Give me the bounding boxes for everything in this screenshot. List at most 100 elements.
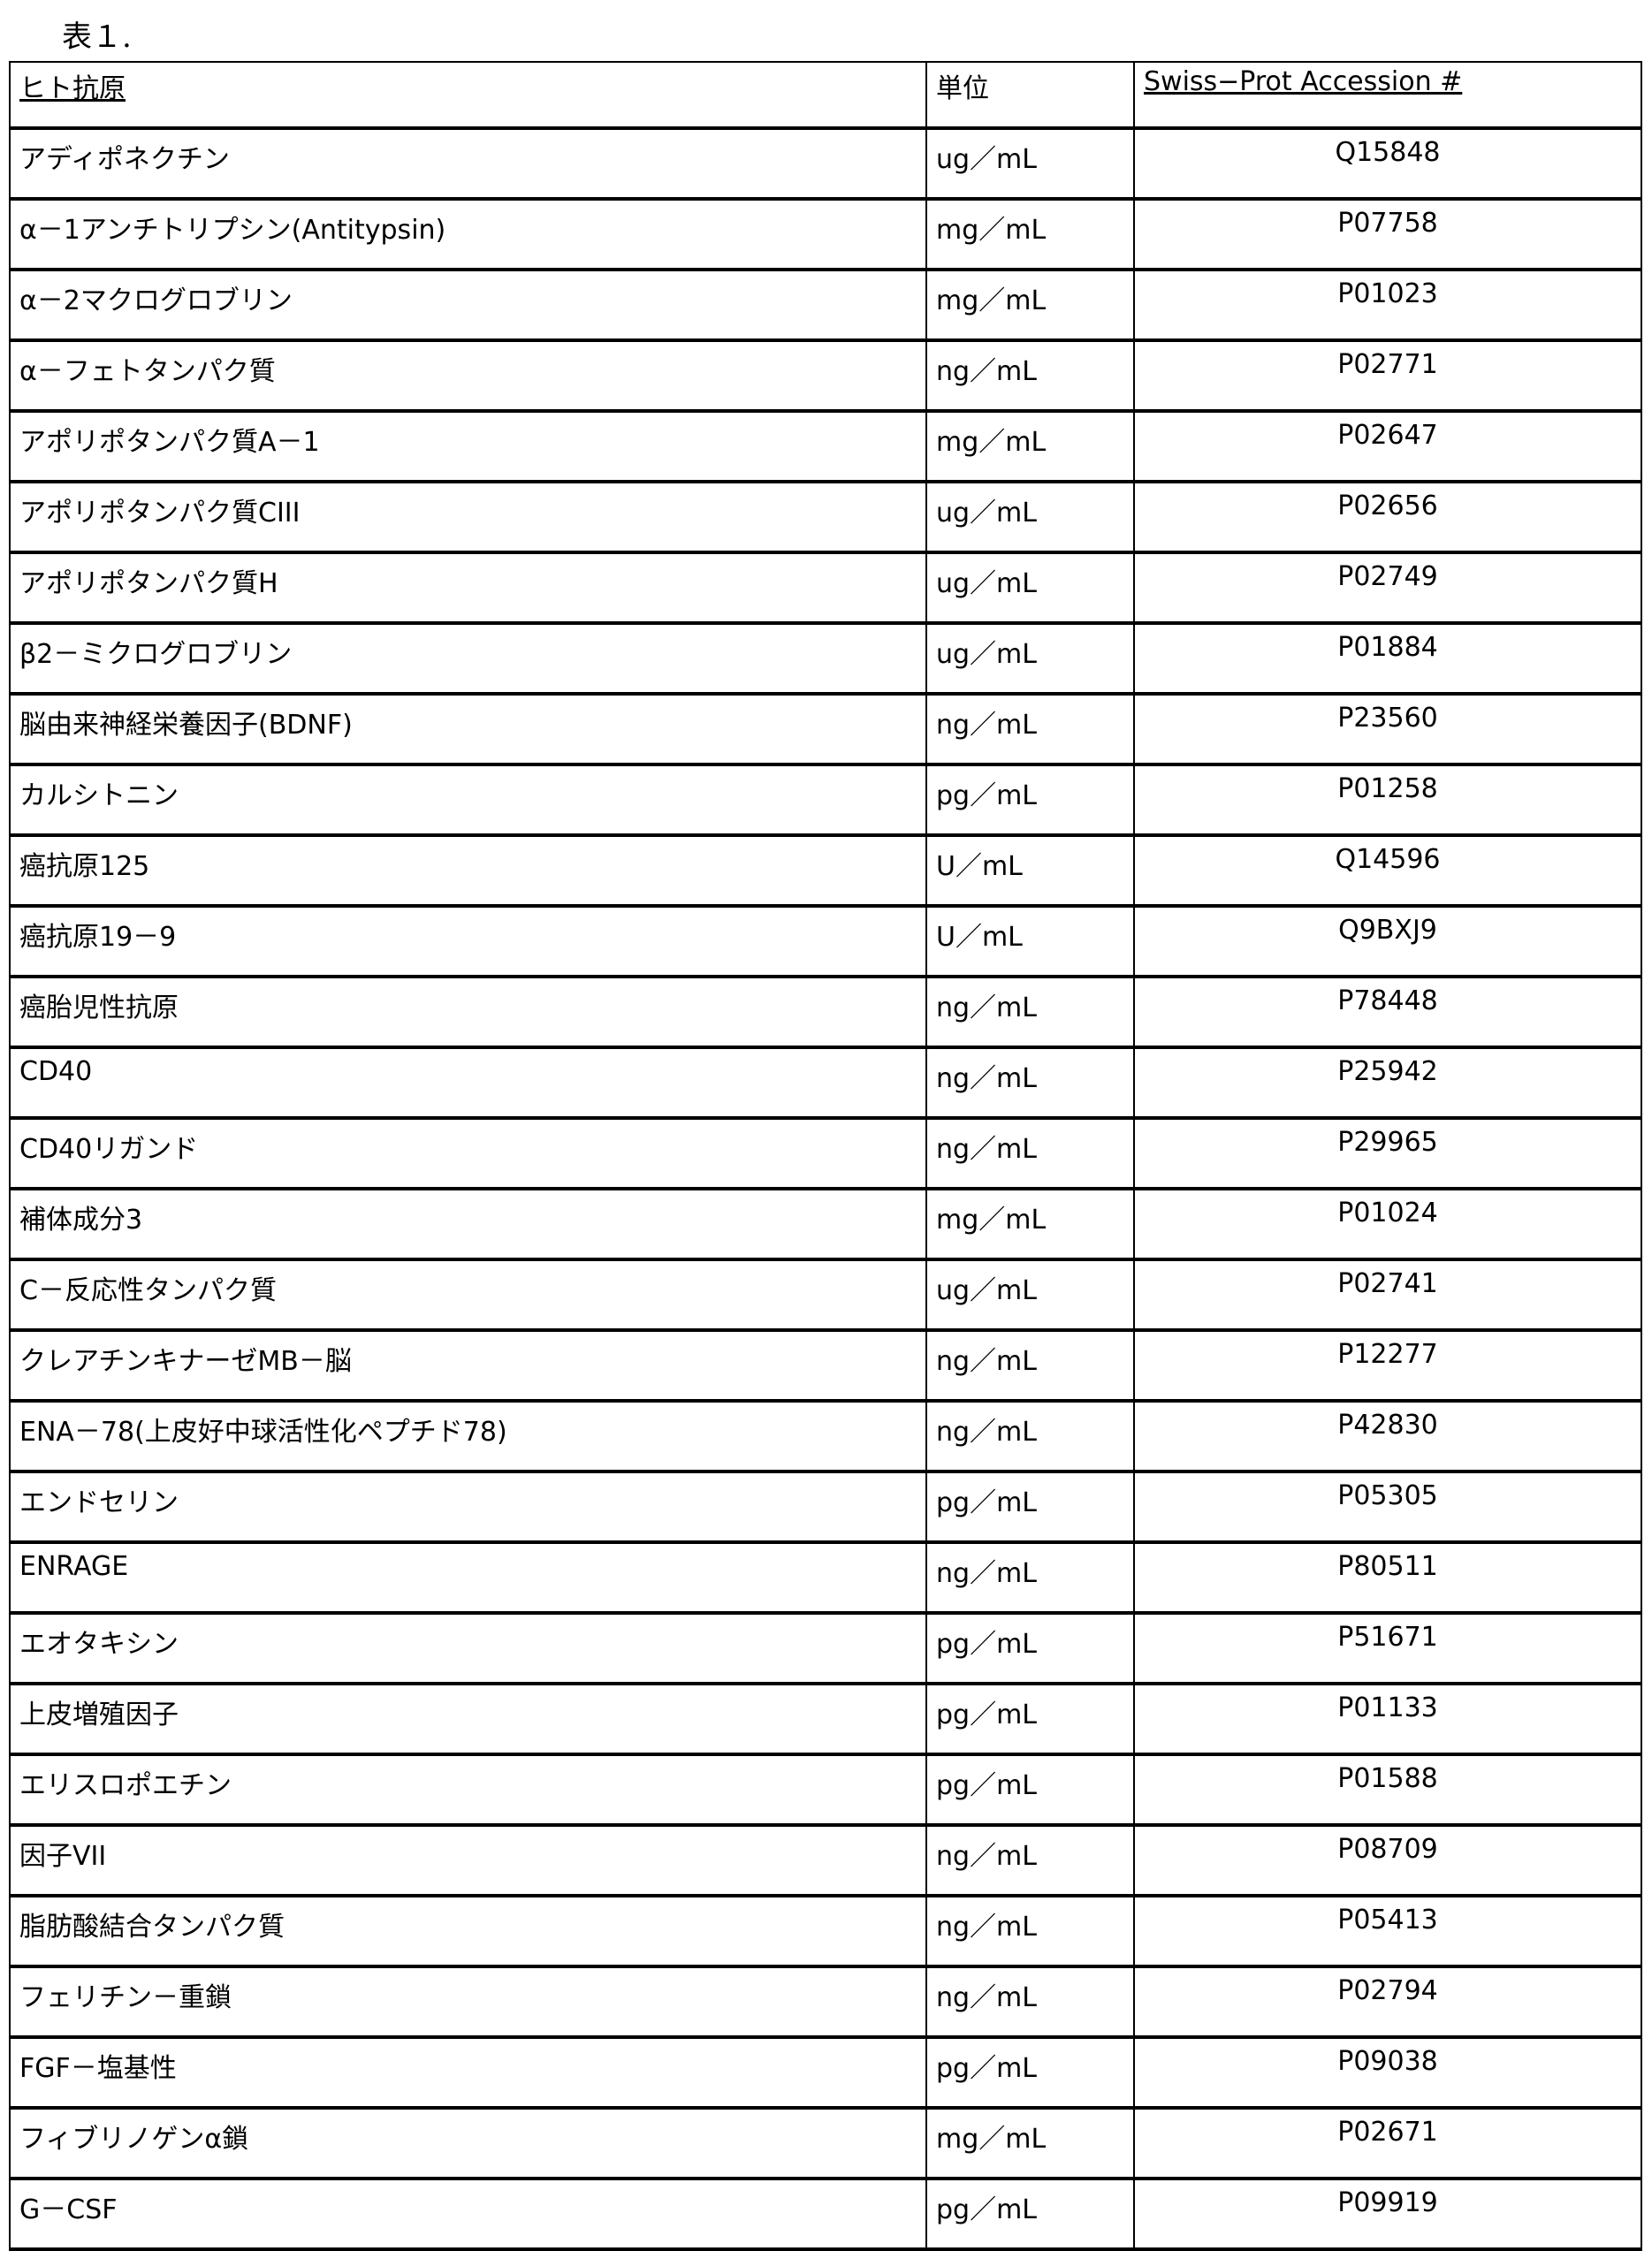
table-row: β2－ミクログロブリンug／mLP01884: [10, 623, 1641, 694]
unit-cell: ug／mL: [926, 482, 1134, 552]
accession-cell: P07758: [1134, 199, 1641, 270]
accession-cell: P09919: [1134, 2179, 1641, 2249]
unit-cell: pg／mL: [926, 1472, 1134, 1542]
header-antigen: ヒト抗原: [19, 73, 126, 104]
antigen-cell: β2－ミクログロブリン: [10, 623, 926, 694]
accession-cell: P01588: [1134, 1754, 1641, 1825]
antigen-cell: フィブリノゲンα鎖: [10, 2108, 926, 2179]
accession-cell: P78448: [1134, 977, 1641, 1047]
accession-cell: P80511: [1134, 1542, 1641, 1613]
accession-cell: Q15848: [1134, 128, 1641, 199]
antigen-cell: α－1アンチトリプシン(Antitypsin): [10, 199, 926, 270]
antigen-cell: アポリポタンパク質A－1: [10, 411, 926, 482]
unit-cell: ng／mL: [926, 694, 1134, 764]
table-row: アポリポタンパク質CIIIug／mLP02656: [10, 482, 1641, 552]
accession-cell: P25942: [1134, 1047, 1641, 1118]
accession-cell: P09038: [1134, 2037, 1641, 2108]
table-row: アポリポタンパク質A－1mg／mLP02647: [10, 411, 1641, 482]
accession-cell: P01133: [1134, 1684, 1641, 1754]
unit-cell: ng／mL: [926, 1047, 1134, 1118]
accession-cell: P02741: [1134, 1259, 1641, 1330]
unit-cell: ng／mL: [926, 1401, 1134, 1472]
table-row: フィブリノゲンα鎖mg／mLP02671: [10, 2108, 1641, 2179]
antigen-cell: FGF－塩基性: [10, 2037, 926, 2108]
unit-cell: ng／mL: [926, 1896, 1134, 1966]
antigen-cell: クレアチンキナーゼMB－脳: [10, 1330, 926, 1401]
antigen-table: ヒト抗原 単位 Swiss−Prot Accession # アディポネクチンu…: [9, 61, 1642, 2251]
unit-cell: pg／mL: [926, 1754, 1134, 1825]
table-row: α－1アンチトリプシン(Antitypsin)mg／mLP07758: [10, 199, 1641, 270]
antigen-cell: アポリポタンパク質CIII: [10, 482, 926, 552]
table-row: 上皮増殖因子pg／mLP01133: [10, 1684, 1641, 1754]
antigen-cell: G－CSF: [10, 2179, 926, 2249]
antigen-cell: エオタキシン: [10, 1613, 926, 1684]
header-accession: Swiss−Prot Accession #: [1144, 66, 1462, 97]
accession-cell: P12277: [1134, 1330, 1641, 1401]
table-row: エオタキシンpg／mLP51671: [10, 1613, 1641, 1684]
antigen-cell: 脳由来神経栄養因子(BDNF): [10, 694, 926, 764]
table-row: エンドセリンpg／mLP05305: [10, 1472, 1641, 1542]
accession-cell: P02647: [1134, 411, 1641, 482]
antigen-cell: 癌胎児性抗原: [10, 977, 926, 1047]
table-row: カルシトニンpg／mLP01258: [10, 764, 1641, 835]
unit-cell: pg／mL: [926, 764, 1134, 835]
unit-cell: mg／mL: [926, 270, 1134, 340]
unit-cell: ug／mL: [926, 128, 1134, 199]
table-row: クレアチンキナーゼMB－脳ng／mLP12277: [10, 1330, 1641, 1401]
table-row: α－2マクログロブリンmg／mLP01023: [10, 270, 1641, 340]
unit-cell: mg／mL: [926, 199, 1134, 270]
table-row: 因子VIIng／mLP08709: [10, 1825, 1641, 1896]
antigen-cell: CD40: [10, 1047, 926, 1118]
table-row: α－フェトタンパク質ng／mLP02771: [10, 340, 1641, 411]
table-row: FGF－塩基性pg／mLP09038: [10, 2037, 1641, 2108]
antigen-cell: 癌抗原125: [10, 835, 926, 906]
accession-cell: P01023: [1134, 270, 1641, 340]
accession-cell: P02671: [1134, 2108, 1641, 2179]
antigen-cell: ENA－78(上皮好中球活性化ペプチド78): [10, 1401, 926, 1472]
antigen-cell: エンドセリン: [10, 1472, 926, 1542]
table-row: ENRAGEng／mLP80511: [10, 1542, 1641, 1613]
accession-cell: P51671: [1134, 1613, 1641, 1684]
accession-cell: P08709: [1134, 1825, 1641, 1896]
accession-cell: P02771: [1134, 340, 1641, 411]
unit-cell: pg／mL: [926, 2037, 1134, 2108]
antigen-cell: ENRAGE: [10, 1542, 926, 1613]
antigen-cell: エリスロポエチン: [10, 1754, 926, 1825]
table-row: フェリチン－重鎖ng／mLP02794: [10, 1966, 1641, 2037]
table-header-row: ヒト抗原 単位 Swiss−Prot Accession #: [10, 62, 1641, 128]
accession-cell: P01024: [1134, 1189, 1641, 1259]
antigen-cell: 上皮増殖因子: [10, 1684, 926, 1754]
antigen-cell: 脂肪酸結合タンパク質: [10, 1896, 926, 1966]
table-row: 脂肪酸結合タンパク質ng／mLP05413: [10, 1896, 1641, 1966]
unit-cell: ug／mL: [926, 552, 1134, 623]
unit-cell: mg／mL: [926, 2108, 1134, 2179]
antigen-cell: アポリポタンパク質H: [10, 552, 926, 623]
table-row: 脳由来神経栄養因子(BDNF)ng／mLP23560: [10, 694, 1641, 764]
accession-cell: P05305: [1134, 1472, 1641, 1542]
accession-cell: P01884: [1134, 623, 1641, 694]
antigen-cell: フェリチン－重鎖: [10, 1966, 926, 2037]
table-caption: 表１.: [62, 12, 132, 56]
table-row: アディポネクチンug／mLQ15848: [10, 128, 1641, 199]
accession-cell: P42830: [1134, 1401, 1641, 1472]
unit-cell: U／mL: [926, 835, 1134, 906]
antigen-cell: C－反応性タンパク質: [10, 1259, 926, 1330]
accession-cell: P02656: [1134, 482, 1641, 552]
unit-cell: mg／mL: [926, 411, 1134, 482]
unit-cell: ng／mL: [926, 1542, 1134, 1613]
unit-cell: ng／mL: [926, 1118, 1134, 1189]
accession-cell: P29965: [1134, 1118, 1641, 1189]
unit-cell: ng／mL: [926, 1330, 1134, 1401]
accession-cell: P23560: [1134, 694, 1641, 764]
antigen-cell: 癌抗原19－9: [10, 906, 926, 977]
accession-cell: P02749: [1134, 552, 1641, 623]
antigen-cell: 補体成分3: [10, 1189, 926, 1259]
table-row: C－反応性タンパク質ug／mLP02741: [10, 1259, 1641, 1330]
table-row: エリスロポエチンpg／mLP01588: [10, 1754, 1641, 1825]
accession-cell: P05413: [1134, 1896, 1641, 1966]
accession-cell: P01258: [1134, 764, 1641, 835]
unit-cell: ng／mL: [926, 977, 1134, 1047]
accession-cell: Q14596: [1134, 835, 1641, 906]
table-row: 癌胎児性抗原ng／mLP78448: [10, 977, 1641, 1047]
unit-cell: ug／mL: [926, 623, 1134, 694]
